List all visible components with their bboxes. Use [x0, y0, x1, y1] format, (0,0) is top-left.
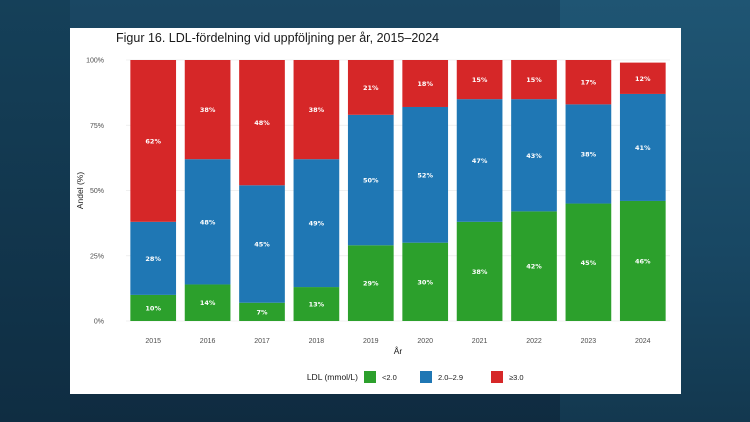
- data-label: 7%: [256, 308, 268, 316]
- bar-segment: [239, 185, 285, 303]
- data-label: 62%: [145, 137, 161, 145]
- bar-segment: [347, 60, 394, 115]
- data-label: 41%: [635, 144, 651, 152]
- bar-segment: [184, 60, 231, 160]
- bar-segment: [130, 221, 177, 295]
- data-label: 49%: [309, 220, 325, 228]
- data-label: 47%: [472, 157, 488, 165]
- bar-segment: [511, 99, 557, 212]
- data-label: 42%: [526, 263, 542, 271]
- legend-swatch: [420, 371, 432, 383]
- bar-segment: [239, 302, 285, 321]
- data-label: 45%: [581, 259, 597, 267]
- bar-segment: [619, 93, 666, 201]
- legend-title: LDL (mmol/L): [307, 372, 358, 382]
- x-tick-label: 2016: [200, 338, 216, 345]
- bar-segment: [511, 60, 557, 100]
- bar-segment: [456, 99, 503, 222]
- bar-segment: [619, 200, 666, 321]
- data-label: 15%: [526, 76, 542, 84]
- bar-segment: [456, 221, 503, 321]
- bar-segment: [456, 60, 503, 100]
- data-label: 13%: [309, 301, 325, 309]
- data-label: 18%: [417, 80, 433, 88]
- data-label: 45%: [254, 241, 270, 249]
- legend-label: 2.0–2.9: [438, 373, 463, 382]
- bar-segment: [130, 60, 177, 222]
- bar-segment: [184, 159, 231, 285]
- bar-segment: [347, 114, 394, 246]
- x-axis-title: År: [394, 346, 403, 356]
- data-label: 10%: [145, 304, 161, 312]
- bar-segment: [619, 62, 666, 94]
- data-label: 30%: [417, 278, 433, 286]
- data-label: 52%: [417, 171, 433, 179]
- legend-swatch: [491, 371, 503, 383]
- data-label: 38%: [581, 150, 597, 158]
- bar-segment: [184, 284, 231, 321]
- data-label: 50%: [363, 177, 379, 185]
- chart-title: Figur 16. LDL-fördelning vid uppföljning…: [116, 31, 440, 45]
- y-tick-label: 100%: [86, 58, 104, 65]
- bar-segment: [293, 159, 340, 288]
- bar-segment: [565, 60, 612, 105]
- legend-swatch: [364, 371, 376, 383]
- data-label: 14%: [200, 299, 216, 307]
- bar-segment: [130, 294, 177, 321]
- y-tick-label: 25%: [90, 253, 104, 260]
- x-tick-label: 2018: [309, 338, 325, 345]
- data-label: 38%: [309, 106, 325, 114]
- data-label: 48%: [254, 119, 270, 127]
- background-panel-left: [0, 0, 70, 422]
- bar-segment: [402, 60, 449, 107]
- data-label: 43%: [526, 152, 542, 160]
- data-label: 15%: [472, 76, 488, 84]
- legend-label: ≥3.0: [509, 373, 524, 382]
- x-tick-label: 2015: [145, 338, 161, 345]
- bar-segment: [402, 106, 449, 243]
- data-label: 17%: [581, 79, 597, 87]
- bar-segment: [565, 203, 612, 321]
- data-label: 38%: [200, 106, 216, 114]
- x-tick-label: 2017: [254, 338, 270, 345]
- bar-segment: [293, 60, 340, 160]
- data-label: 29%: [363, 280, 379, 288]
- x-tick-label: 2020: [417, 338, 433, 345]
- x-tick-label: 2023: [581, 338, 597, 345]
- chart-slide: Figur 16. LDL-fördelning vid uppföljning…: [70, 28, 681, 394]
- data-label: 46%: [635, 257, 651, 265]
- y-tick-label: 50%: [90, 188, 104, 195]
- y-axis-title: Andel (%): [75, 172, 85, 209]
- stacked-bar-chart: 0% 25% 50% 75% 100% 10% 28% 62% 2015 14% 48% 38% 201…: [75, 58, 670, 383]
- y-tick-label: 75%: [90, 123, 104, 130]
- bar-segment: [239, 60, 285, 186]
- bar-segment: [402, 242, 449, 321]
- bar-segment: [347, 245, 394, 321]
- y-tick-label: 0%: [94, 319, 104, 326]
- x-tick-label: 2021: [472, 338, 488, 345]
- data-label: 28%: [145, 255, 161, 263]
- data-label: 48%: [200, 218, 216, 226]
- x-tick-label: 2019: [363, 338, 379, 345]
- bar-segment: [511, 211, 557, 321]
- data-label: 38%: [472, 268, 488, 276]
- bar-segment: [293, 287, 340, 321]
- x-tick-label: 2022: [526, 338, 542, 345]
- x-tick-label: 2024: [635, 338, 651, 345]
- bar-segment: [565, 104, 612, 204]
- legend-label: <2.0: [382, 373, 397, 382]
- data-label: 21%: [363, 84, 379, 92]
- data-label: 12%: [635, 75, 651, 83]
